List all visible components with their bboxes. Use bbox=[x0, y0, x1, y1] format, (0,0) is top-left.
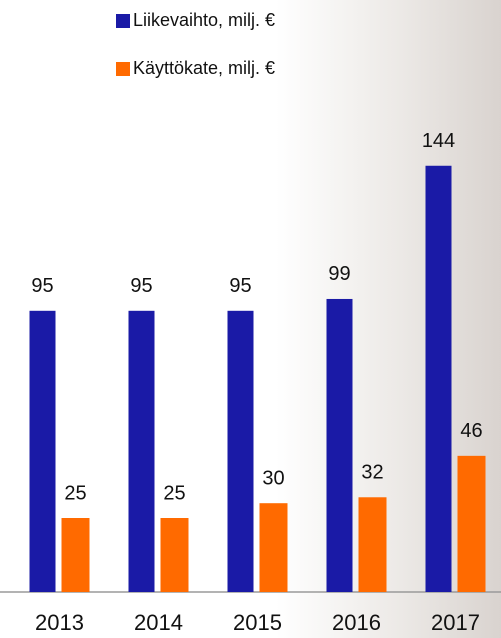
bar bbox=[128, 310, 155, 592]
bar bbox=[227, 310, 254, 592]
bar bbox=[160, 518, 189, 592]
bar bbox=[29, 310, 56, 592]
data-label: 25 bbox=[163, 482, 185, 504]
bar bbox=[425, 165, 452, 592]
data-label: 32 bbox=[361, 462, 383, 484]
x-tick-label: 2015 bbox=[233, 610, 282, 635]
data-label: 46 bbox=[460, 420, 482, 442]
x-tick-label: 2016 bbox=[332, 610, 381, 635]
data-label: 95 bbox=[31, 275, 53, 297]
data-label: 99 bbox=[328, 263, 350, 285]
bar bbox=[61, 518, 90, 592]
data-label: 95 bbox=[229, 275, 251, 297]
legend-swatch bbox=[116, 14, 130, 28]
legend-label: Käyttökate, milj. € bbox=[133, 58, 275, 78]
bar bbox=[457, 455, 486, 592]
data-label: 144 bbox=[422, 130, 455, 152]
data-label: 25 bbox=[64, 482, 86, 504]
x-tick-label: 2013 bbox=[35, 610, 84, 635]
bar bbox=[358, 497, 387, 592]
x-tick-label: 2017 bbox=[431, 610, 480, 635]
bar bbox=[259, 503, 288, 592]
data-label: 95 bbox=[130, 275, 152, 297]
bar bbox=[326, 298, 353, 592]
data-label: 30 bbox=[262, 467, 284, 489]
legend-label: Liikevaihto, milj. € bbox=[133, 10, 275, 30]
x-tick-label: 2014 bbox=[134, 610, 183, 635]
legend-swatch bbox=[116, 62, 130, 76]
